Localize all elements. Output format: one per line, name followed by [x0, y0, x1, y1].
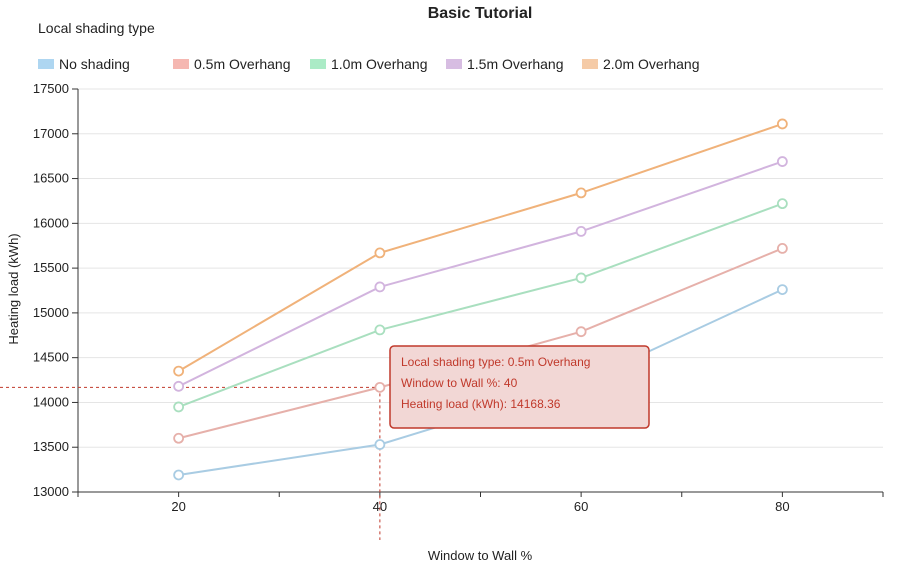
legend-item: 0.5m Overhang	[173, 56, 291, 72]
series-4	[173, 118, 788, 377]
y-tick-label: 14000	[33, 394, 69, 409]
legend-item: 1.5m Overhang	[446, 56, 564, 72]
x-axis-title: Window to Wall %	[428, 548, 533, 563]
series-line	[178, 122, 783, 372]
data-point	[776, 156, 788, 167]
y-tick-label: 14500	[33, 350, 69, 365]
data-point	[776, 284, 788, 296]
y-tick-label: 13000	[33, 484, 69, 499]
data-point	[374, 381, 386, 393]
data-point	[173, 432, 185, 444]
y-tick-label: 13500	[33, 439, 69, 454]
data-point	[173, 365, 185, 377]
y-tick-label: 17500	[33, 81, 69, 96]
legend-swatch	[38, 59, 54, 69]
tooltip-line: Heating load (kWh): 14168.36	[401, 397, 561, 411]
tooltip: Local shading type: 0.5m Overhang Window …	[389, 345, 650, 429]
data-point	[575, 272, 587, 284]
axes: 13000 13500 14000 14500 15000 15500 16000 16500…	[33, 81, 884, 514]
x-tick-label: 20	[171, 499, 185, 514]
series-3	[173, 156, 788, 392]
tooltip-line: Window to Wall %: 40	[401, 376, 518, 390]
legend-label: 1.0m Overhang	[331, 56, 428, 72]
legend-label: No shading	[59, 56, 130, 72]
data-point	[374, 281, 386, 293]
series-line	[178, 160, 783, 388]
x-tick-label: 60	[574, 499, 588, 514]
y-axis-title: Heating load (kWh)	[6, 233, 21, 344]
data-point	[776, 118, 788, 130]
data-point	[173, 469, 185, 481]
tooltip-line: Local shading type: 0.5m Overhang	[401, 355, 590, 369]
data-point	[776, 243, 788, 254]
legend-title: Local shading type	[38, 20, 155, 36]
legend-label: 1.5m Overhang	[467, 56, 564, 72]
data-point	[374, 247, 386, 259]
y-tick-label: 15500	[33, 260, 69, 275]
series-2	[173, 198, 788, 413]
legend-swatch	[582, 59, 598, 69]
legend-swatch	[446, 59, 462, 69]
y-tick-label: 15000	[33, 305, 69, 320]
legend-item: 2.0m Overhang	[582, 56, 700, 72]
legend: No shading 0.5m Overhang 1.0m Overhang 1.5m…	[38, 56, 700, 72]
legend-swatch	[173, 59, 189, 69]
y-tick-label: 16500	[33, 171, 69, 186]
legend-swatch	[310, 59, 326, 69]
legend-item: 1.0m Overhang	[310, 56, 428, 72]
data-point	[173, 380, 185, 392]
data-point	[173, 401, 185, 413]
data-point	[575, 225, 587, 237]
series-line	[178, 202, 783, 408]
x-tick-label: 80	[775, 499, 789, 514]
tooltip-box	[389, 345, 650, 429]
legend-label: 0.5m Overhang	[194, 56, 291, 72]
y-tick-label: 17000	[33, 126, 69, 141]
data-point	[374, 439, 386, 450]
data-point	[374, 324, 386, 336]
legend-label: 2.0m Overhang	[603, 56, 700, 72]
data-point	[575, 326, 587, 338]
legend-item: No shading	[38, 56, 130, 72]
data-point	[776, 198, 788, 210]
y-tick-label: 16000	[33, 215, 69, 230]
chart-title: Basic Tutorial	[428, 5, 533, 22]
x-tick-label: 40	[373, 499, 387, 514]
data-point	[575, 187, 587, 199]
crosshair	[0, 386, 381, 540]
